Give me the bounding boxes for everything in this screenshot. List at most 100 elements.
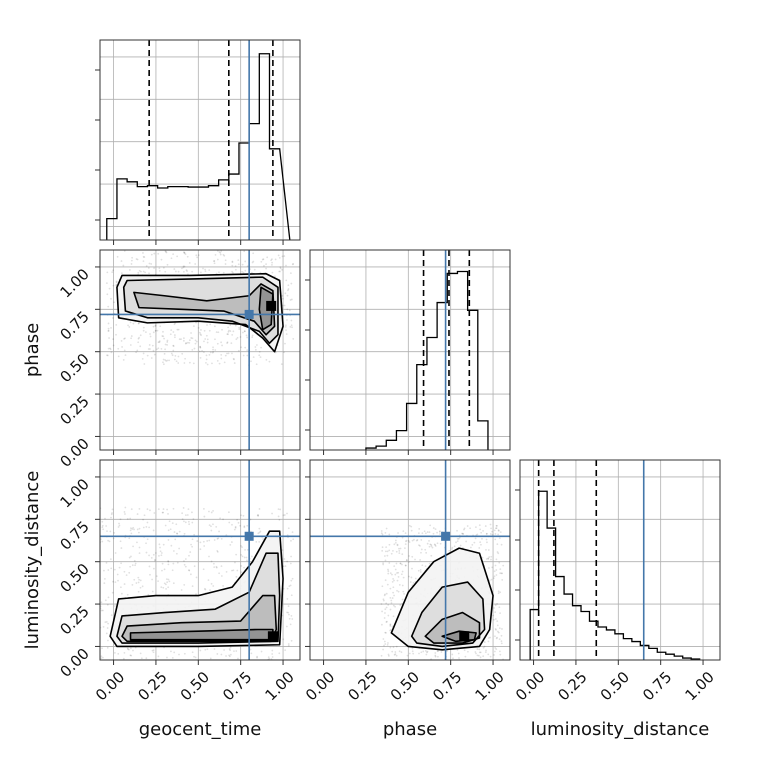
scatter-point (226, 352, 228, 355)
scatter-point (424, 649, 427, 652)
scatter-point (256, 656, 258, 659)
scatter-point (136, 541, 138, 544)
scatter-point (219, 517, 221, 520)
scatter-point (163, 352, 166, 355)
scatter-point (172, 344, 175, 347)
scatter-point (154, 330, 157, 332)
x-tick-label: 0.00 (302, 668, 338, 704)
scatter-point (487, 640, 490, 643)
scatter-point (218, 271, 220, 274)
scatter-point (282, 297, 284, 300)
scatter-point (212, 509, 214, 512)
scatter-point (109, 558, 112, 561)
scatter-point (212, 523, 214, 526)
scatter-point (213, 539, 216, 541)
scatter-point (389, 625, 392, 627)
scatter-point (123, 338, 125, 340)
scatter-point (419, 568, 422, 571)
scatter-point (219, 253, 222, 256)
scatter-point (199, 346, 202, 349)
scatter-point (202, 351, 205, 354)
scatter-point (231, 260, 234, 263)
scatter-point (101, 520, 104, 523)
scatter-point (191, 511, 193, 514)
x-tick-label: 0.25 (134, 668, 170, 704)
scatter-point (252, 260, 255, 263)
scatter-point (381, 585, 384, 588)
scatter-point (183, 270, 185, 273)
scatter-point (404, 547, 406, 549)
scatter-point (133, 528, 135, 531)
scatter-point (420, 539, 423, 541)
truth-marker (441, 531, 451, 541)
scatter-point (382, 563, 385, 566)
scatter-point (258, 531, 261, 534)
scatter-point (424, 565, 427, 568)
scatter-point (185, 342, 188, 344)
scatter-point (394, 651, 397, 653)
scatter-point (260, 346, 262, 349)
scatter-point (271, 653, 274, 655)
scatter-point (106, 603, 109, 606)
scatter-point (130, 654, 133, 657)
scatter-point (227, 352, 230, 355)
scatter-point (128, 571, 131, 574)
scatter-point (185, 514, 187, 516)
scatter-point (502, 564, 505, 567)
scatter-point (167, 513, 169, 515)
scatter-point (116, 255, 119, 258)
scatter-point (122, 264, 125, 267)
scatter-point (172, 507, 175, 510)
scatter-point (211, 362, 213, 365)
scatter-point (243, 330, 246, 333)
scatter-point (205, 358, 208, 361)
scatter-point (396, 543, 399, 546)
scatter-point (148, 526, 151, 529)
scatter-point (203, 515, 206, 518)
scatter-point (145, 526, 148, 528)
scatter-point (225, 570, 228, 573)
scatter-point (164, 270, 167, 273)
scatter-point (494, 618, 497, 620)
scatter-point (191, 538, 194, 541)
y-tick-label: 0.25 (56, 602, 92, 638)
scatter-point (131, 583, 134, 586)
scatter-point (172, 345, 175, 347)
scatter-point (195, 576, 198, 579)
scatter-point (496, 602, 498, 605)
scatter-point (283, 304, 286, 307)
scatter-point (398, 550, 401, 552)
scatter-point (203, 329, 206, 332)
scatter-point (229, 649, 231, 652)
scatter-point (127, 324, 129, 327)
scatter-point (139, 334, 142, 337)
scatter-point (111, 271, 114, 274)
scatter-point (290, 639, 293, 642)
density-peak (267, 631, 278, 642)
scatter-point (382, 598, 385, 601)
scatter-point (230, 342, 233, 345)
scatter-point (172, 349, 175, 352)
scatter-point (396, 572, 398, 574)
scatter-point (180, 338, 182, 341)
scatter-point (107, 539, 110, 542)
scatter-point (173, 334, 176, 336)
scatter-point (387, 642, 389, 644)
scatter-point (123, 651, 126, 654)
scatter-point (181, 512, 184, 515)
scatter-point (200, 271, 202, 274)
histogram-step (529, 490, 701, 660)
scatter-point (405, 559, 408, 562)
scatter-point (237, 259, 240, 262)
scatter-point (189, 573, 192, 576)
scatter-point (118, 522, 120, 525)
scatter-point (183, 563, 186, 566)
scatter-point (226, 333, 229, 335)
scatter-point (118, 566, 121, 569)
scatter-point (455, 541, 457, 544)
scatter-point (216, 549, 219, 552)
y-tick-label: 0.25 (56, 392, 92, 428)
scatter-point (145, 542, 147, 545)
scatter-point (242, 514, 245, 517)
scatter-point (177, 270, 180, 273)
